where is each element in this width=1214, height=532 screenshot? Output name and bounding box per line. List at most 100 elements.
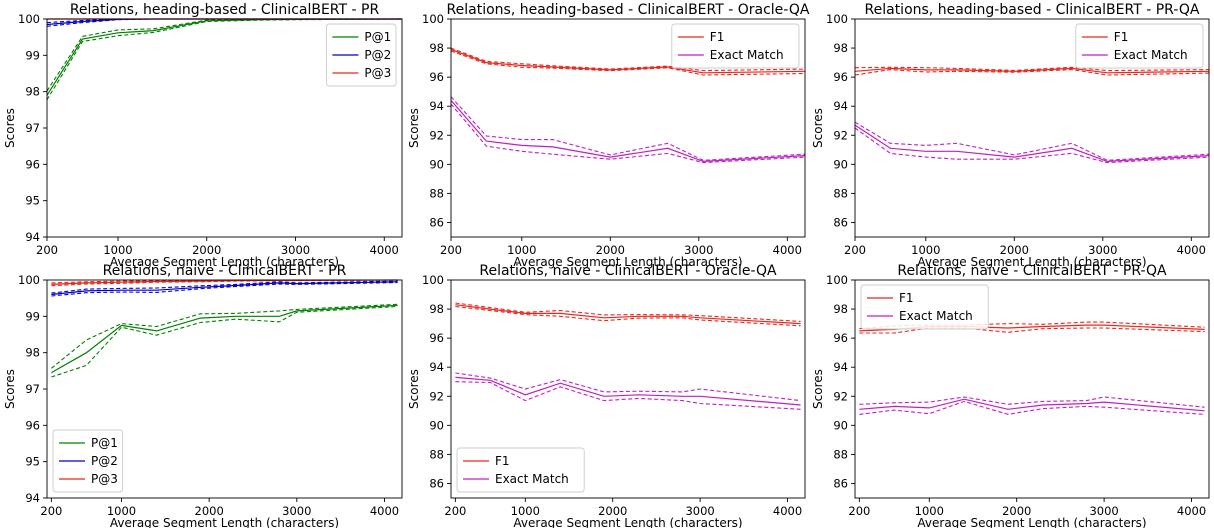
series-2-line [51,281,398,296]
y-tick-label: 98 [429,302,444,316]
series-2-lower-band [51,281,398,297]
y-tick-label: 96 [429,331,444,345]
legend: P@1 P@2 P@3 [52,429,124,493]
chart-3: Relations, heading-based - ClinicalBERT … [811,2,1210,269]
y-tick-label: 92 [429,389,444,403]
x-tick-label: 2000 [192,243,221,257]
legend-label: F1 [710,30,725,44]
y-tick-label: 95 [25,194,40,208]
y-tick-label: 98 [833,302,848,316]
plot-frame [450,279,806,499]
legend-label: F1 [899,291,914,305]
x-tick-label: 4000 [1177,504,1206,518]
legend-label: Exact Match [495,472,569,486]
y-tick-label: 92 [429,128,444,142]
y-tick-label: 100 [826,12,848,26]
x-tick-label: 200 [848,504,870,518]
series-2-upper-band [859,396,1205,408]
x-axis-label: Average Segment Length (characters) [110,516,339,528]
legend-box [1075,23,1204,69]
legend-label: Exact Match [1114,48,1188,62]
plot-frame [854,279,1210,499]
series-2-upper-band [455,372,801,402]
x-tick-label: 4000 [1177,243,1206,257]
y-axis-label: Scores [407,108,421,148]
series-1-upper-band [450,47,806,72]
y-tick-label: 86 [429,476,444,490]
y-tick-label: 88 [429,186,444,200]
legend-box [456,447,585,493]
x-tick-label: 1000 [103,243,132,257]
y-tick-label: 94 [429,360,444,374]
y-axis-label: Scores [407,369,421,409]
y-tick-label: 96 [25,157,40,171]
x-tick-label: 3000 [685,504,714,518]
x-tick-label: 4000 [773,243,802,257]
chart-title: Relations, heading-based - ClinicalBERT … [865,2,1200,18]
plot-frame [450,18,806,238]
y-tick-label: 88 [429,447,444,461]
x-tick-label: 200 [444,504,466,518]
legend-label: P@3 [91,472,118,486]
series-2-lower-band [854,127,1210,164]
x-tick-label: 3000 [684,243,713,257]
series-1-upper-band [455,302,801,322]
legend-label: Exact Match [899,309,973,323]
y-tick-label: 86 [429,215,444,229]
y-tick-label: 86 [833,215,848,229]
series-1-line [450,48,806,74]
y-tick-label: 96 [833,70,848,84]
x-axis-label: Average Segment Length (characters) [110,255,339,269]
series-1-lower-band [51,305,398,378]
series-2-line [859,398,1205,412]
x-tick-label: 3000 [1089,504,1118,518]
chart-title: Relations, heading-based - ClinicalBERT … [447,2,810,18]
legend-label: P@2 [91,454,118,468]
series-1-line [51,304,398,374]
y-tick-label: 88 [833,447,848,461]
series-2-upper-band [854,121,1210,161]
x-tick-label: 3000 [282,504,311,518]
y-tick-label: 94 [833,360,848,374]
legend-box [671,23,800,69]
series-3-lower-band [51,279,398,287]
y-tick-label: 90 [833,157,848,171]
y-tick-label: 96 [429,70,444,84]
x-tick-label: 200 [440,243,462,257]
legend-box [325,23,397,87]
series-1-upper-band [854,66,1210,72]
chart-6: Relations, naive - ClinicalBERT - PR-QA 2… [811,263,1210,530]
y-tick-label: 100 [826,273,848,287]
x-axis-label: Average Segment Length (characters) [917,516,1146,528]
series-1-lower-band [455,305,801,327]
y-tick-label: 92 [833,389,848,403]
x-tick-label: 1000 [511,504,540,518]
series-1-line [455,304,801,325]
chart-5: Relations, naive - ClinicalBERT - Oracle… [407,263,806,530]
series-2-lower-band [450,103,806,164]
legend-label: P@1 [91,436,118,450]
chart-title: Relations, naive - ClinicalBERT - Oracle… [479,263,777,279]
x-tick-label: 1000 [915,504,944,518]
x-tick-label: 3000 [281,243,310,257]
chart-title: Relations, heading-based - ClinicalBERT … [70,2,380,18]
legend-label: P@2 [364,48,391,62]
chart-4: Relations, naive - ClinicalBERT - PR 200 1… [3,263,403,530]
x-tick-label: 1000 [507,243,536,257]
series-2-lower-band [455,381,801,410]
legend-label: Exact Match [710,48,784,62]
series-2-lower-band [859,400,1205,415]
series-1-upper-band [51,303,398,369]
y-tick-label: 99 [25,48,40,62]
legend: F1 Exact Match [860,284,989,330]
y-tick-label: 98 [429,41,444,55]
y-tick-label: 88 [833,186,848,200]
series-1-line [854,67,1210,74]
y-tick-label: 94 [25,230,40,244]
y-tick-label: 100 [422,273,444,287]
y-tick-label: 95 [25,455,40,469]
series-2-upper-band [450,96,806,161]
y-tick-label: 97 [25,121,40,135]
y-tick-label: 99 [25,309,40,323]
series-3-upper-band [51,279,398,284]
